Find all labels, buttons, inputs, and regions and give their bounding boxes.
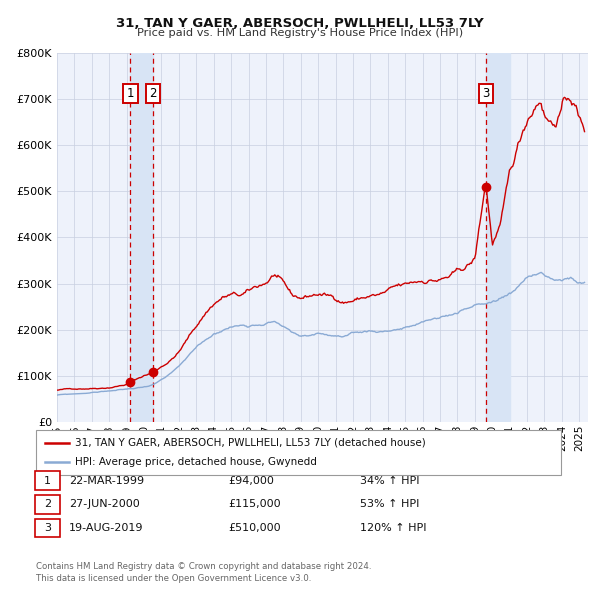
Text: 31, TAN Y GAER, ABERSOCH, PWLLHELI, LL53 7LY (detached house): 31, TAN Y GAER, ABERSOCH, PWLLHELI, LL53… [75,438,426,448]
Text: 31, TAN Y GAER, ABERSOCH, PWLLHELI, LL53 7LY: 31, TAN Y GAER, ABERSOCH, PWLLHELI, LL53… [116,17,484,30]
Text: 22-MAR-1999: 22-MAR-1999 [69,476,144,486]
Text: 53% ↑ HPI: 53% ↑ HPI [360,500,419,509]
Text: 3: 3 [44,523,51,533]
Text: 120% ↑ HPI: 120% ↑ HPI [360,523,427,533]
Bar [130,53,152,422]
Text: £115,000: £115,000 [228,500,281,509]
Text: 34% ↑ HPI: 34% ↑ HPI [360,476,419,486]
Text: 1: 1 [127,87,134,100]
Text: 3: 3 [482,87,490,100]
Text: 27-JUN-2000: 27-JUN-2000 [69,500,140,509]
Text: 2: 2 [44,500,51,509]
Text: Price paid vs. HM Land Registry's House Price Index (HPI): Price paid vs. HM Land Registry's House … [137,28,463,38]
Text: 1: 1 [44,476,51,486]
Text: 2: 2 [149,87,157,100]
Bar [486,53,510,422]
Text: 19-AUG-2019: 19-AUG-2019 [69,523,143,533]
Text: £94,000: £94,000 [228,476,274,486]
Text: HPI: Average price, detached house, Gwynedd: HPI: Average price, detached house, Gwyn… [75,457,317,467]
Text: Contains HM Land Registry data © Crown copyright and database right 2024.
This d: Contains HM Land Registry data © Crown c… [36,562,371,583]
Text: £510,000: £510,000 [228,523,281,533]
